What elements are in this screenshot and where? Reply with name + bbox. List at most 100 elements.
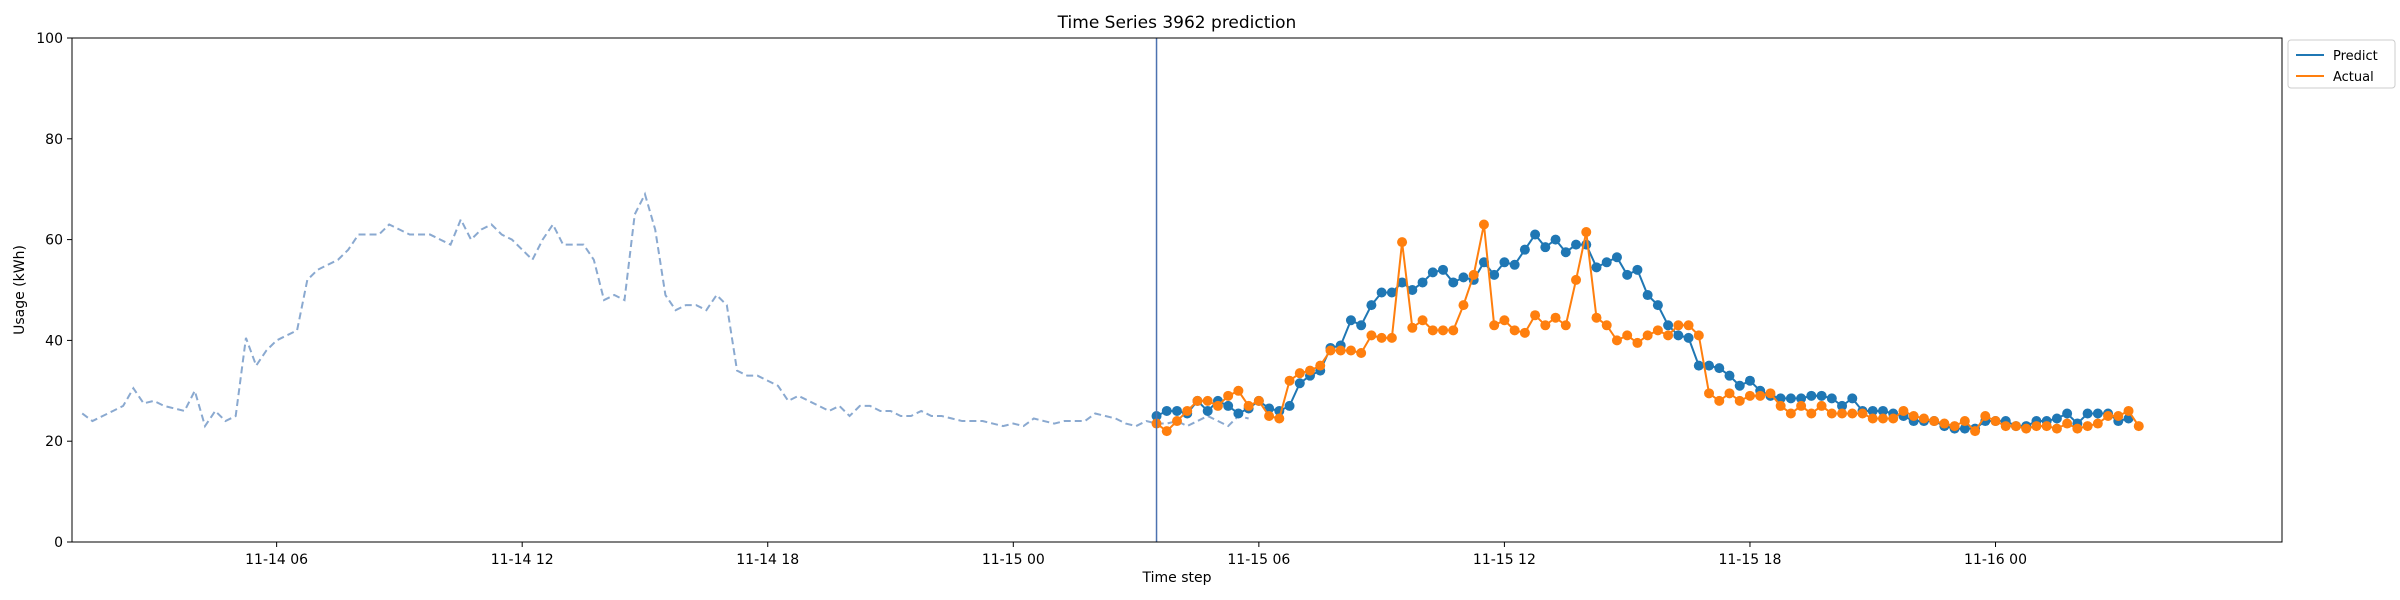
- data-point-predict: [1489, 269, 1500, 280]
- chart-title: Time Series 3962 prediction: [1057, 13, 1297, 33]
- data-point-predict: [1632, 264, 1643, 275]
- x-tick-label: 11-14 06: [245, 552, 308, 568]
- data-point-actual: [1243, 400, 1254, 411]
- data-point-predict: [1345, 315, 1356, 326]
- data-point-actual: [1908, 411, 1919, 421]
- data-point-actual: [1540, 320, 1551, 331]
- data-point-actual: [1274, 413, 1285, 424]
- data-point-actual: [2082, 421, 2093, 432]
- y-axis-label: Usage (kWh): [12, 245, 28, 335]
- data-point-actual: [1837, 408, 1848, 419]
- data-point-actual: [1202, 395, 1213, 406]
- data-point-predict: [2062, 408, 2073, 419]
- data-point-predict: [1959, 423, 1970, 434]
- data-point-actual: [1888, 413, 1899, 424]
- data-point-actual: [1478, 219, 1489, 230]
- data-point-actual: [2092, 418, 2103, 429]
- data-point-actual: [1601, 320, 1612, 331]
- data-point-predict: [1438, 264, 1449, 275]
- data-point-actual: [1345, 345, 1356, 356]
- data-point-predict: [1796, 393, 1807, 404]
- data-point-predict: [1601, 257, 1612, 268]
- data-point-actual: [1438, 325, 1449, 336]
- data-point-predict: [1530, 229, 1541, 240]
- data-point-actual: [1949, 421, 1960, 432]
- data-point-predict: [1847, 393, 1858, 404]
- data-point-actual: [2000, 421, 2011, 432]
- y-tick-label: 0: [54, 535, 63, 551]
- data-point-predict: [1356, 320, 1367, 331]
- data-point-actual: [1796, 400, 1807, 411]
- data-point-predict: [1877, 405, 1888, 416]
- x-tick-label: 11-14 12: [491, 552, 554, 568]
- data-point-actual: [1867, 413, 1878, 424]
- data-point-actual: [1407, 322, 1418, 333]
- series-line-history: [81, 191, 1249, 429]
- data-point-actual: [1284, 375, 1295, 386]
- data-point-predict: [1560, 247, 1571, 258]
- data-point-predict: [1284, 400, 1295, 411]
- data-point-predict: [1806, 390, 1817, 401]
- data-point-predict: [1397, 277, 1408, 288]
- data-point-actual: [1448, 325, 1459, 336]
- data-point-predict: [1417, 277, 1428, 288]
- data-point-actual: [1212, 400, 1223, 411]
- data-point-actual: [1315, 360, 1326, 371]
- data-point-actual: [1714, 395, 1725, 406]
- data-point-predict: [1714, 363, 1725, 374]
- data-point-actual: [2072, 423, 2083, 434]
- x-axis: 11-14 06 11-14 12 11-14 18 11-15 00 11-15 06…: [245, 542, 2027, 568]
- data-point-actual: [1683, 320, 1694, 331]
- y-axis: 0 20 40 60 80 100: [36, 31, 72, 551]
- legend: Predict Actual: [2287, 39, 2396, 89]
- data-point-predict: [1734, 380, 1745, 391]
- y-tick-label: 40: [45, 333, 63, 349]
- data-point-predict: [1499, 257, 1510, 268]
- data-point-predict: [1366, 300, 1377, 311]
- data-point-predict: [1407, 285, 1418, 295]
- plot-area: [81, 38, 2144, 542]
- data-point-predict: [1478, 257, 1489, 268]
- data-point-actual: [1223, 390, 1234, 401]
- data-point-predict: [1161, 405, 1172, 416]
- data-point-actual: [1642, 330, 1653, 341]
- data-point-actual: [2133, 421, 2144, 432]
- data-point-predict: [2092, 408, 2103, 419]
- x-tick-label: 11-14 18: [736, 552, 799, 568]
- data-point-actual: [1826, 408, 1837, 419]
- data-point-predict: [2051, 413, 2062, 424]
- data-point-actual: [1458, 300, 1469, 311]
- data-point-predict: [1867, 405, 1878, 416]
- data-point-predict: [1172, 405, 1182, 416]
- data-point-actual: [1161, 426, 1172, 437]
- x-tick-label: 11-15 00: [982, 552, 1045, 568]
- data-point-actual: [1816, 400, 1827, 411]
- data-point-predict: [1652, 300, 1663, 311]
- data-point-actual: [1509, 325, 1520, 336]
- data-point-actual: [1253, 395, 1264, 406]
- data-point-actual: [1305, 365, 1316, 376]
- data-point-predict: [1571, 239, 1582, 250]
- data-point-actual: [1356, 348, 1367, 358]
- data-point-predict: [1427, 267, 1438, 278]
- data-point-actual: [1806, 408, 1817, 419]
- data-point-predict: [1376, 287, 1387, 298]
- data-point-predict: [1693, 360, 1704, 371]
- data-point-actual: [1898, 405, 1909, 416]
- data-point-predict: [1540, 242, 1551, 253]
- data-point-actual: [1264, 411, 1275, 421]
- x-tick-label: 11-16 00: [1964, 552, 2027, 568]
- data-point-actual: [1560, 320, 1571, 331]
- data-point-actual: [1376, 332, 1387, 343]
- data-point-predict: [1775, 393, 1786, 404]
- y-tick-label: 100: [36, 31, 63, 47]
- data-point-predict: [1611, 252, 1622, 263]
- data-point-actual: [1335, 345, 1346, 356]
- data-point-actual: [2113, 411, 2124, 421]
- data-point-actual: [1744, 390, 1755, 401]
- data-point-actual: [1519, 327, 1530, 338]
- data-point-predict: [1550, 234, 1561, 245]
- data-point-actual: [1499, 315, 1510, 326]
- data-point-predict: [1622, 269, 1633, 280]
